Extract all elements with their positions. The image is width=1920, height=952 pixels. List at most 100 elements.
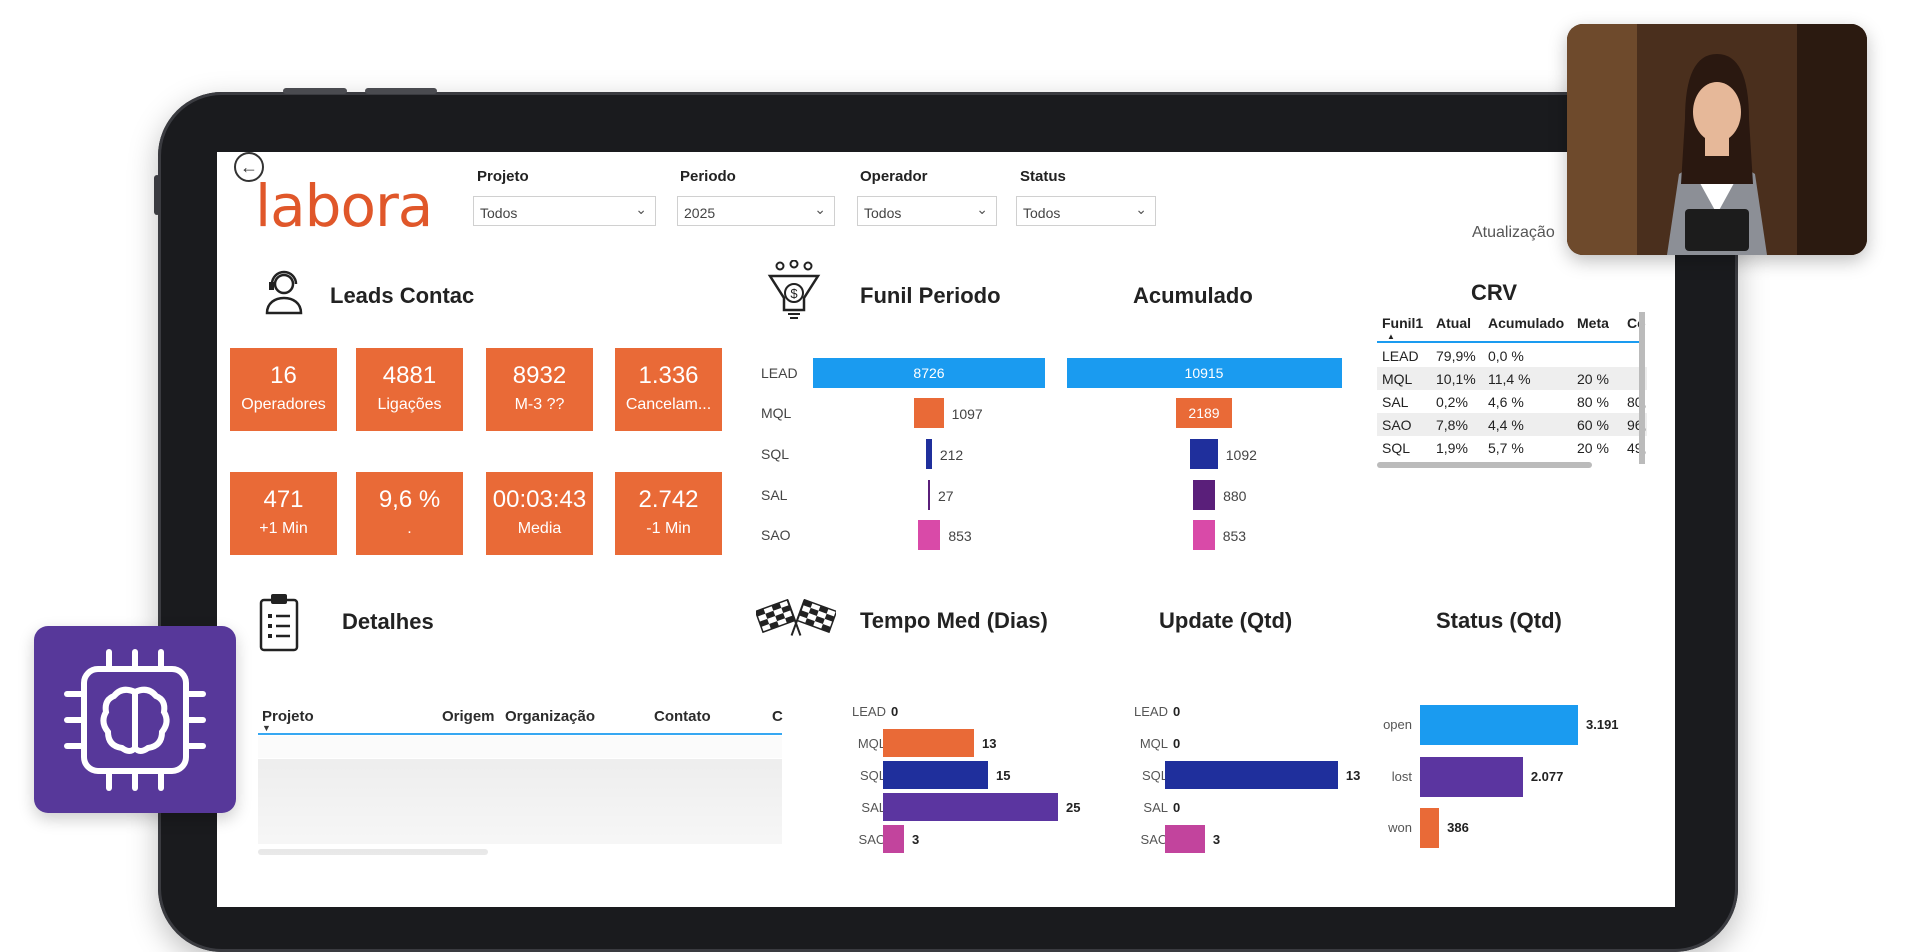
crv-cell: LEAD [1382,348,1419,364]
funnel-acumulado-bar[interactable] [1190,439,1218,469]
update-value: 3 [1212,832,1221,847]
filter-select-status[interactable]: Todos ⌄ [1016,196,1156,226]
funnel-acumulado-bar[interactable] [1193,520,1215,550]
funnel-periodo-value: 8726 [913,365,945,381]
tempo-bar[interactable] [883,825,904,853]
table-row[interactable] [258,759,782,844]
col-origem[interactable]: Origem [442,708,495,725]
crv-cell: 1,9% [1436,440,1468,456]
tempo-category-label: SAL [861,800,886,815]
funnel-periodo-bar[interactable] [813,358,1045,388]
kpi-tile[interactable]: 4881 Ligações [356,348,463,431]
funnel-acumulado-bar[interactable] [1192,480,1216,510]
tablet-top-button [365,88,437,94]
status-category-label: open [1383,717,1412,732]
kpi-label: M-3 ?? [514,396,565,413]
kpi-value: 2.742 [638,486,699,513]
crv-cell: MQL [1382,371,1413,387]
chevron-down-icon: ⌄ [814,201,826,217]
leads-title: Leads Contac [330,283,475,308]
crv-scrollbar-vertical[interactable] [1377,312,1645,464]
clipboard-list-icon [259,592,299,659]
filter-label-operador: Operador [860,168,928,185]
update-value: 13 [1345,768,1361,783]
status-bar[interactable] [1420,705,1578,745]
crv-cell: 4,4 % [1488,417,1524,433]
crv-row[interactable]: LEAD 79,9% 0,0 % [1377,344,1647,367]
crv-cell: 0,0 % [1488,348,1524,364]
filter-select-periodo[interactable]: 2025 ⌄ [677,196,835,226]
funil-periodo-title: Funil Periodo [860,283,1001,308]
acumulado-title: Acumulado [1133,283,1253,308]
update-bar[interactable] [1165,825,1205,853]
crv-cell: SAO [1382,417,1412,433]
funnel-periodo-bar[interactable] [917,520,941,550]
filter-value: Todos [1023,205,1061,221]
kpi-tile[interactable]: 00:03:43 Media [486,472,593,555]
col-contato[interactable]: Contato [654,708,711,725]
kpi-value: 9,6 % [378,486,441,513]
crv-cell: 4,6 % [1488,394,1524,410]
status-value: 3.191 [1586,717,1619,732]
crv-cell: 20 % [1577,371,1609,387]
kpi-tile[interactable]: 471 +1 Min [230,472,337,555]
crv-header-cell[interactable]: Meta [1577,315,1609,331]
dashboard-screen: ← labora Projeto Todos ⌄ Periodo 2025 ⌄ … [217,152,1675,907]
tempo-bar[interactable] [883,729,974,757]
tablet-top-button [283,88,347,94]
tempo-bar[interactable] [883,761,988,789]
funnel-acumulado-bar[interactable] [1176,398,1232,428]
filter-value: Todos [864,205,902,221]
kpi-label: -1 Min [646,520,691,537]
tempo-value: 0 [891,704,899,719]
filter-select-operador[interactable]: Todos ⌄ [857,196,997,226]
table-scrollbar-horizontal[interactable] [258,849,488,855]
sort-desc-icon: ▼ [262,723,271,733]
kpi-label: Operadores [241,396,326,413]
filter-label-projeto: Projeto [477,168,529,185]
crv-header-cell[interactable]: Funil1 [1382,315,1424,331]
funnel-stage-label: SAL [761,487,788,503]
filter-select-projeto[interactable]: Todos ⌄ [473,196,656,226]
status-bar[interactable] [1420,757,1523,797]
update-qtd-title: Update (Qtd) [1159,608,1293,633]
funnel-periodo-bar[interactable] [926,439,932,469]
crv-cell: SAL [1382,394,1409,410]
funnel-acumulado-bar[interactable] [1066,358,1342,388]
svg-text:$: $ [790,286,798,301]
update-category-label: SAO [1140,832,1168,847]
status-bar[interactable] [1420,808,1440,848]
filter-label-periodo: Periodo [680,168,736,185]
kpi-tile[interactable]: 9,6 %. [356,472,463,555]
chevron-down-icon: ⌄ [635,201,647,217]
tempo-category-label: SQL [859,768,886,783]
tempo-value: 25 [1066,800,1081,815]
kpi-tile[interactable]: 1.336 Cancelam... [615,348,722,431]
presenter-video[interactable] [1567,24,1867,255]
crv-scrollbar-horizontal[interactable] [1377,462,1592,468]
crv-cell: 7,8% [1436,417,1468,433]
update-bar[interactable] [1165,761,1338,789]
crv-header-cell[interactable]: Acumulado [1488,315,1565,331]
back-arrow-icon[interactable]: ← [234,152,264,182]
status-category-label: won [1388,820,1412,835]
filter-label-status: Status [1020,168,1066,185]
col-c[interactable]: C [772,708,783,725]
kpi-tile[interactable]: 16 Operadores [230,348,337,431]
funnel-periodo-value: 1097 [951,406,983,422]
kpi-tile[interactable]: 2.742 -1 Min [615,472,722,555]
crv-row[interactable]: MQL 10,1% 11,4 % 20 % [1377,367,1647,390]
table-row[interactable] [258,736,782,758]
crv-header-cell[interactable]: Atual [1436,315,1471,331]
crv-cell: 5,7 % [1488,440,1524,456]
funnel-periodo-bar[interactable] [914,398,944,428]
status-category-label: lost [1391,769,1412,784]
funnel-periodo-bar[interactable] [928,480,930,510]
money-funnel-icon: $ [766,259,822,327]
checkered-flags-icon [754,598,838,648]
crv-row[interactable]: SAL 0,2% 4,6 % 80 % 80, [1377,390,1647,413]
tempo-bar[interactable] [883,793,1058,821]
col-organizacao[interactable]: Organização [505,708,596,725]
kpi-tile[interactable]: 8932 M-3 ?? [486,348,593,431]
brain-chip-icon [64,649,206,791]
